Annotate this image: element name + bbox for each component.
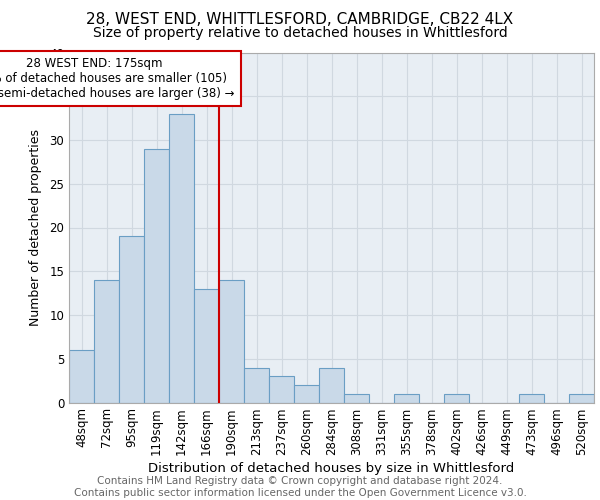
Bar — [219, 280, 244, 402]
Bar — [94, 280, 119, 402]
Y-axis label: Number of detached properties: Number of detached properties — [29, 129, 43, 326]
Bar — [394, 394, 419, 402]
Bar — [294, 385, 319, 402]
Bar — [344, 394, 369, 402]
Bar — [144, 149, 169, 403]
Text: Size of property relative to detached houses in Whittlesford: Size of property relative to detached ho… — [92, 26, 508, 40]
Bar — [569, 394, 594, 402]
Bar — [269, 376, 294, 402]
Text: 28, WEST END, WHITTLESFORD, CAMBRIDGE, CB22 4LX: 28, WEST END, WHITTLESFORD, CAMBRIDGE, C… — [86, 12, 514, 28]
Text: Contains HM Land Registry data © Crown copyright and database right 2024.
Contai: Contains HM Land Registry data © Crown c… — [74, 476, 526, 498]
Bar — [244, 368, 269, 402]
X-axis label: Distribution of detached houses by size in Whittlesford: Distribution of detached houses by size … — [148, 462, 515, 475]
Bar — [519, 394, 544, 402]
Bar — [319, 368, 344, 402]
Bar — [194, 289, 219, 403]
Bar — [119, 236, 144, 402]
Bar — [444, 394, 469, 402]
Bar — [69, 350, 94, 403]
Text: 28 WEST END: 175sqm
← 73% of detached houses are smaller (105)
26% of semi-detac: 28 WEST END: 175sqm ← 73% of detached ho… — [0, 57, 235, 100]
Bar — [169, 114, 194, 403]
